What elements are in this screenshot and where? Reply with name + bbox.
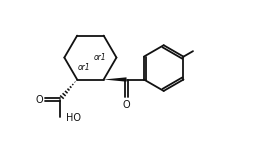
Text: HO: HO — [66, 113, 81, 123]
Polygon shape — [104, 77, 126, 82]
Text: or1: or1 — [94, 53, 106, 62]
Text: O: O — [123, 100, 130, 110]
Text: or1: or1 — [77, 63, 90, 72]
Text: O: O — [35, 95, 43, 105]
